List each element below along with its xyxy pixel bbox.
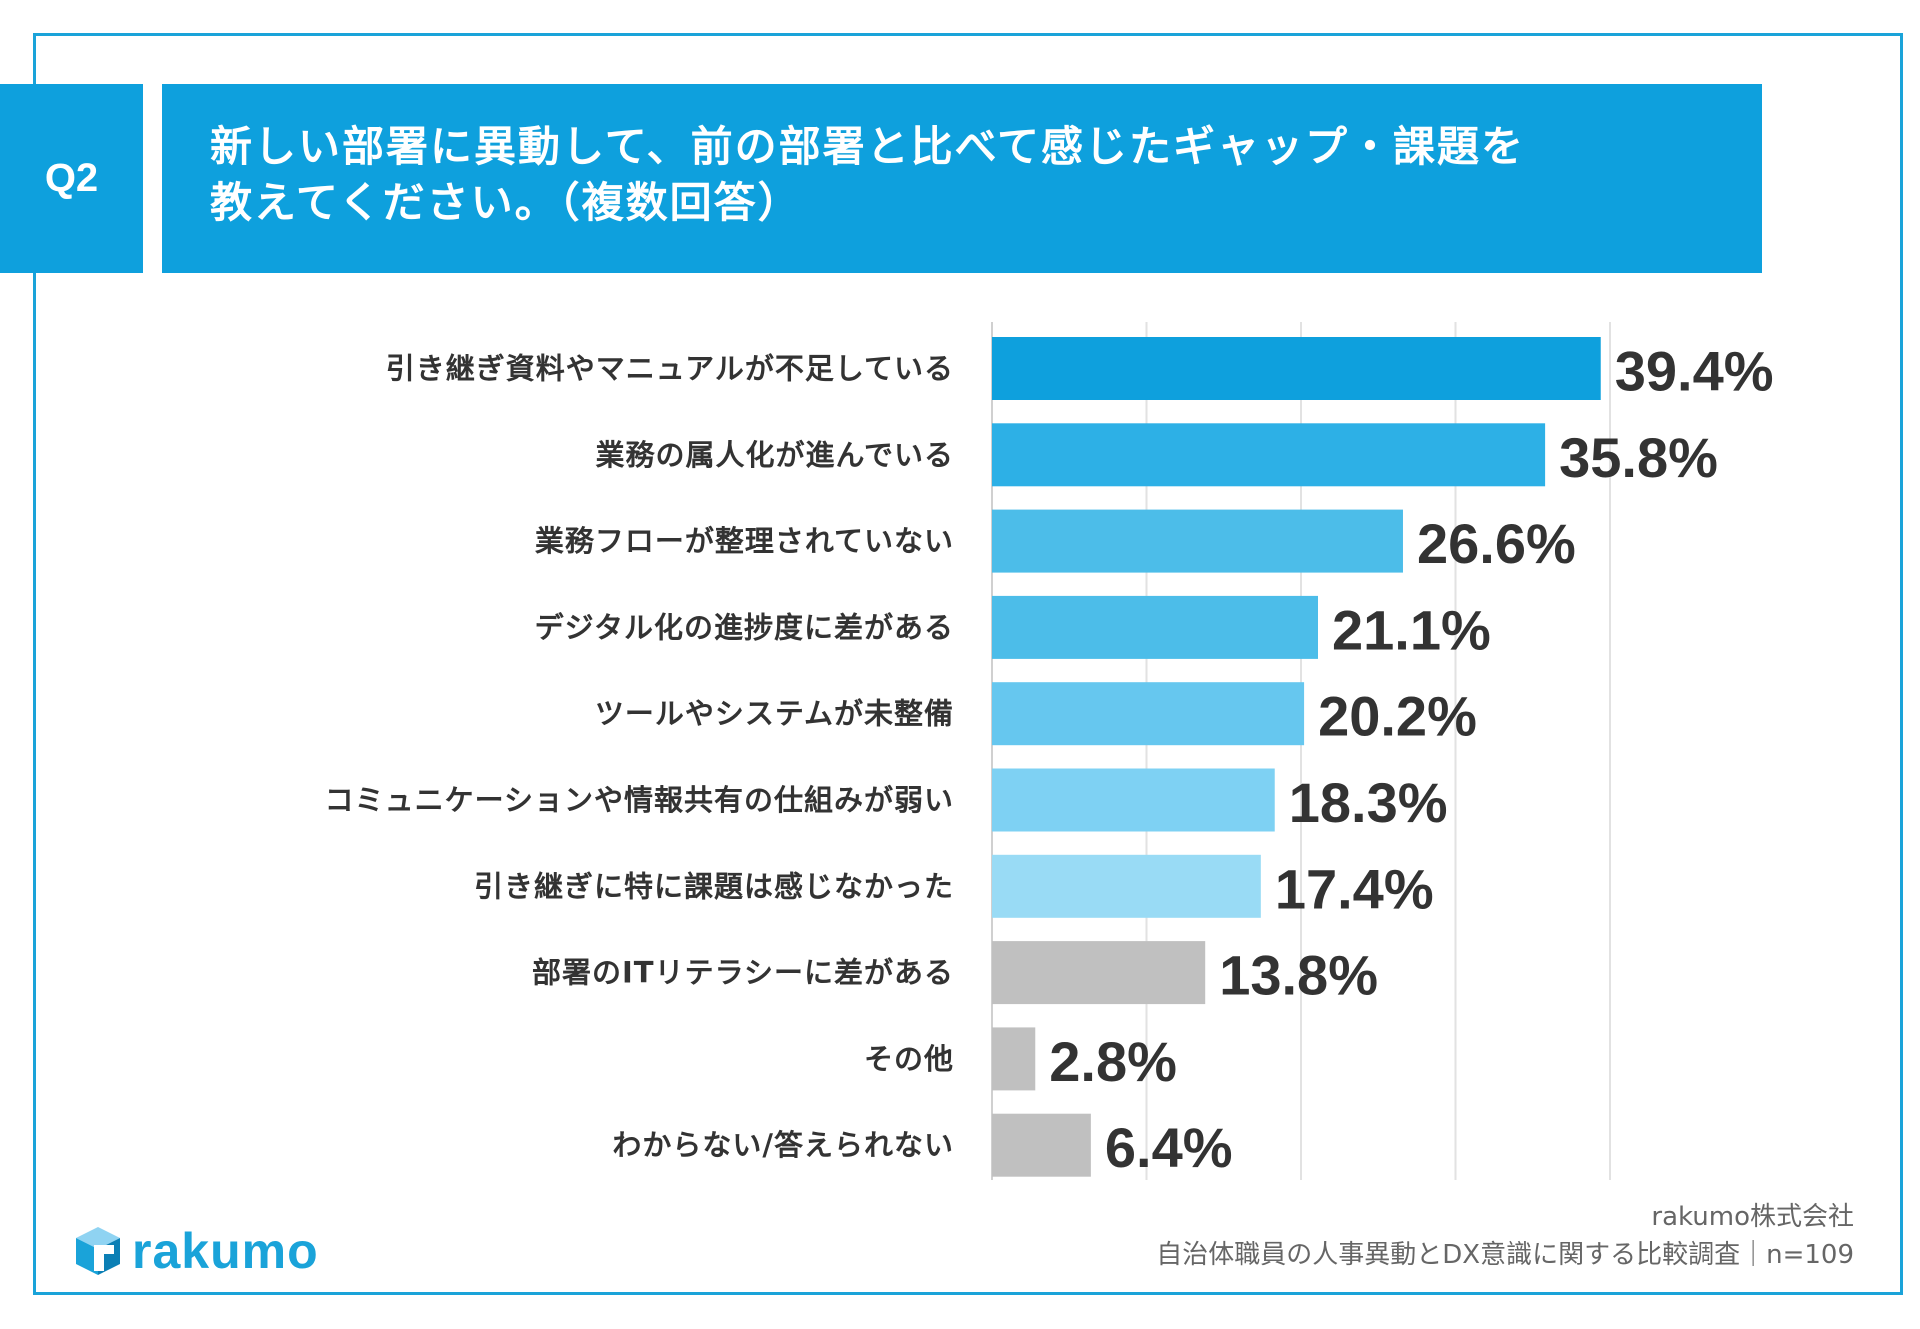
value-label-2: 35.8% [1559,426,1718,489]
category-label-1: 引き継ぎ資料やマニュアルが不足している [386,352,954,386]
bar-3 [992,509,1403,573]
value-label-6: 18.3% [1289,771,1448,834]
rakumo-logo: rakumo [74,1222,319,1280]
category-label-10: わからない/答えられない [612,1128,954,1162]
bar-9 [992,1027,1036,1091]
bar-5 [992,682,1305,746]
bar-10 [992,1113,1091,1177]
value-label-9: 2.8% [1049,1030,1177,1093]
value-label-10: 6.4% [1105,1116,1233,1179]
value-label-4: 21.1% [1332,598,1491,661]
value-label-3: 26.6% [1417,512,1576,575]
question-title-line-1: 新しい部署に異動して、前の部署と比べて感じたギャップ・課題を [210,122,1525,171]
bar-chart: 引き継ぎ資料やマニュアルが不足している 39.4% 業務の属人化が進んでいる 35.8… [325,322,1774,1180]
question-title-line-2: 教えてください。（複数回答） [210,178,802,227]
value-label-1: 39.4% [1615,340,1774,403]
category-label-3: 業務フローが整理されていない [535,524,954,558]
category-label-2: 業務の属人化が進んでいる [595,438,954,472]
category-label-9: その他 [864,1042,954,1076]
question-tag: Q2 [0,84,143,273]
bar-6 [992,768,1275,832]
value-label-7: 17.4% [1275,857,1434,920]
category-label-6: コミュニケーションや情報共有の仕組みが弱い [325,783,954,817]
value-label-8: 13.8% [1219,944,1378,1007]
question-title: 新しい部署に異動して、前の部署と比べて感じたギャップ・課題を 教えてください。（… [162,84,1762,273]
frame-border [33,33,1903,1295]
rakumo-cube-icon [76,1227,120,1275]
footer-survey: 自治体職員の人事異動とDX意識に関する比較調査｜n=109 [1156,1240,1854,1270]
category-label-4: デジタル化の進捗度に差がある [535,610,954,644]
bar-1 [992,337,1601,400]
bar-4 [992,595,1318,659]
bar-7 [992,854,1261,918]
logo-text: rakumo [132,1223,319,1279]
value-label-5: 20.2% [1318,685,1477,748]
footer-company: rakumo株式会社 [1651,1202,1854,1232]
category-label-7: 引き継ぎに特に課題は感じなかった [474,869,954,903]
bar-2 [992,423,1546,487]
bar-8 [992,941,1206,1005]
category-label-5: ツールやシステムが未整備 [595,697,954,731]
category-label-8: 部署のITリテラシーに差がある [532,956,954,990]
